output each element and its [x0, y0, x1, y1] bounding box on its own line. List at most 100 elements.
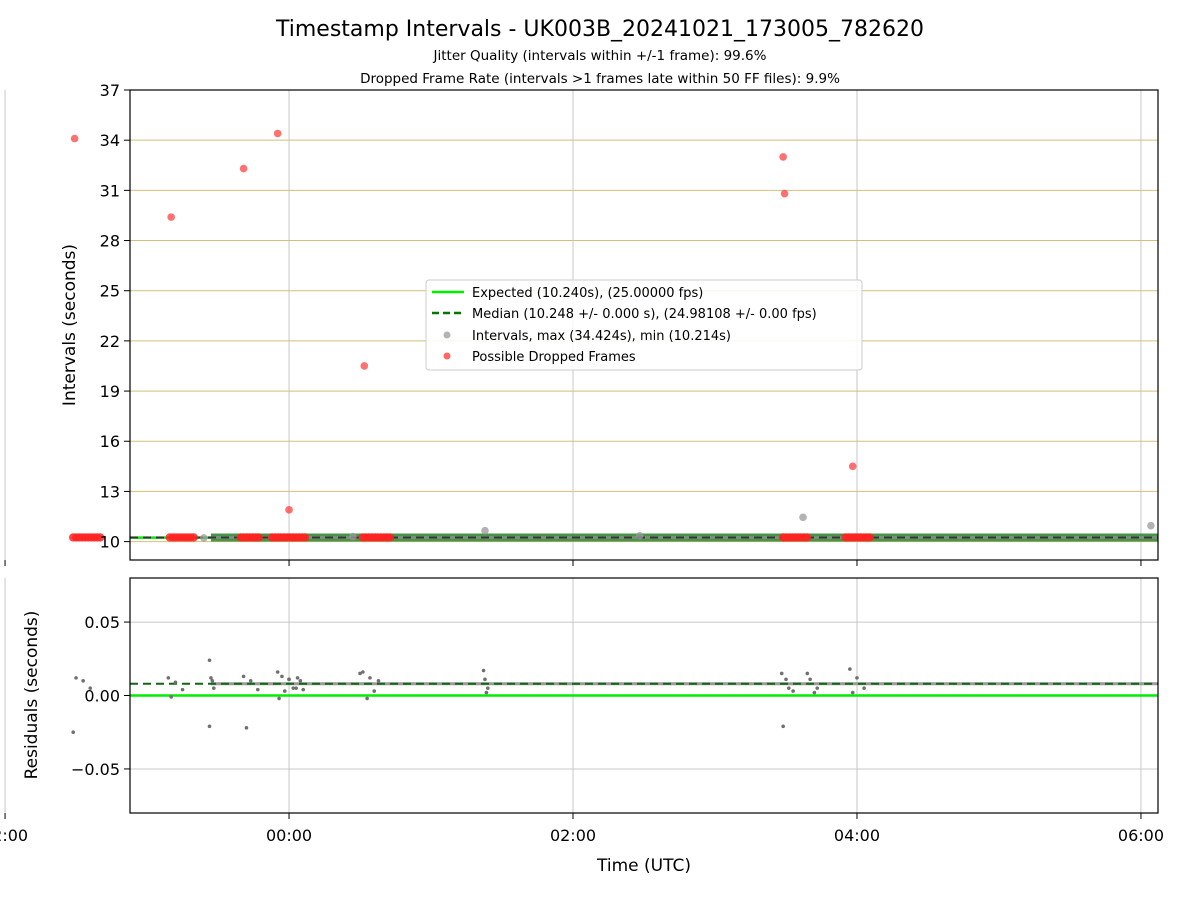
residual-point	[207, 658, 212, 663]
dropped-frame-point	[780, 189, 789, 198]
intervals-y-tick-label: 37	[100, 81, 120, 100]
chart-subtitle-jitter: Jitter Quality (intervals within +/-1 fr…	[433, 48, 767, 64]
residual-point	[486, 686, 490, 690]
chart-subtitle-dropped: Dropped Frame Rate (intervals >1 frames …	[360, 71, 840, 87]
residual-point	[791, 689, 795, 693]
residual-point	[855, 676, 859, 680]
dropped-frame-point	[300, 533, 310, 542]
residual-point	[71, 730, 76, 735]
dropped-frame-point	[239, 164, 248, 173]
residual-point	[808, 677, 812, 682]
residual-point	[294, 686, 298, 690]
intervals-x-ticks	[4, 560, 1142, 566]
intervals-y-tick-label: 10	[100, 533, 120, 552]
residual-point	[88, 686, 93, 690]
intervals-data	[69, 129, 1158, 542]
residual-point	[173, 680, 178, 685]
intervals-y-tick-label: 31	[100, 181, 120, 200]
residual-point	[81, 679, 85, 683]
dropped-frame-point	[96, 533, 105, 542]
interval-point	[635, 531, 644, 540]
residual-point	[812, 690, 817, 695]
intervals-y-ticks: 10 13 16 19 22 25 28 31 34 37	[100, 81, 130, 552]
dropped-frame-point	[285, 506, 293, 514]
residual-point	[74, 676, 78, 680]
residuals-data	[71, 658, 1158, 735]
intervals-y-tick-label: 25	[100, 282, 120, 301]
intervals-panel: 10 13 16 19 22 25 28 31 34 37 Intervals (seconds)…	[4, 81, 1159, 566]
dropped-frame-point	[848, 462, 857, 471]
residual-point	[787, 686, 791, 690]
residual-point	[209, 676, 213, 680]
intervals-plot-frame	[129, 89, 1159, 561]
residual-point	[298, 679, 303, 683]
legend-expected-label: Expected (10.240s), (25.00000 fps)	[472, 286, 703, 301]
residual-point	[277, 696, 281, 701]
interval-point	[200, 534, 208, 542]
residual-point	[211, 686, 216, 690]
residuals-y-ticks: 0.05 0.00 −0.05	[71, 613, 130, 779]
x-tick-label: 02:00	[550, 826, 596, 845]
x-axis-label: Time (UTC)	[596, 856, 691, 876]
legend-median-label: Median (10.248 +/- 0.000 s), (24.98108 +…	[472, 307, 817, 322]
residuals-y-axis-label: Residuals (seconds)	[22, 611, 42, 780]
residual-point	[275, 670, 280, 674]
legend-box	[425, 279, 863, 371]
legend-dropped-swatch	[443, 352, 451, 360]
legend-dropped-label: Possible Dropped Frames	[472, 350, 636, 365]
residual-point	[207, 724, 212, 729]
residuals-y-tick-label: 0.00	[84, 687, 120, 706]
residual-point	[781, 724, 785, 729]
residuals-y-tick-label: −0.05	[71, 760, 120, 779]
residual-point	[372, 689, 377, 693]
dropped-frame-point	[779, 153, 787, 161]
residual-point	[815, 686, 820, 690]
residual-point	[862, 686, 866, 690]
residual-point	[255, 687, 260, 692]
residual-point	[210, 679, 215, 683]
dropped-frame-point	[865, 533, 874, 542]
legend-intervals-label: Intervals, max (34.424s), min (10.214s)	[472, 329, 731, 344]
residual-point	[282, 689, 287, 693]
intervals-y-tick-label: 28	[100, 232, 120, 251]
legend-intervals-swatch	[443, 331, 451, 339]
residual-point	[280, 674, 284, 679]
dropped-frame-point	[254, 533, 263, 542]
residual-point	[248, 679, 253, 683]
interval-point	[799, 513, 807, 522]
residual-point	[848, 667, 852, 671]
residual-point	[180, 687, 185, 692]
dropped-frame-point	[70, 134, 79, 143]
residual-point	[301, 687, 306, 692]
intervals-y-tick-label: 16	[100, 432, 120, 451]
intervals-y-tick-label: 34	[100, 131, 120, 150]
dropped-frame-point	[802, 533, 812, 542]
dropped-frame-point	[273, 129, 282, 138]
residual-point	[166, 676, 171, 680]
chart-title: Timestamp Intervals - UK003B_20241021_17…	[275, 17, 924, 42]
dropped-frame-point	[385, 533, 395, 542]
dropped-frame-point	[360, 362, 369, 370]
intervals-y-tick-label: 13	[100, 482, 120, 501]
dropped-frame-point	[189, 533, 198, 542]
residual-point	[295, 676, 300, 680]
residual-point	[291, 686, 296, 690]
legend: Expected (10.240s), (25.00000 fps) Media…	[425, 279, 863, 371]
residual-point	[169, 695, 173, 699]
interval-point	[481, 526, 489, 535]
intervals-y-tick-label: 19	[100, 382, 120, 401]
residual-point	[805, 671, 810, 676]
residual-point	[376, 679, 381, 683]
residual-point	[484, 690, 489, 695]
residual-point	[358, 671, 362, 676]
residual-point	[481, 668, 486, 673]
intervals-y-axis-label: Intervals (seconds)	[60, 244, 80, 406]
residual-point	[361, 670, 365, 674]
interval-point	[349, 532, 357, 541]
residuals-y-tick-label: 0.05	[84, 613, 120, 632]
residual-point	[365, 696, 369, 701]
x-tick-label: 00:00	[266, 826, 312, 845]
residual-point	[483, 677, 487, 682]
